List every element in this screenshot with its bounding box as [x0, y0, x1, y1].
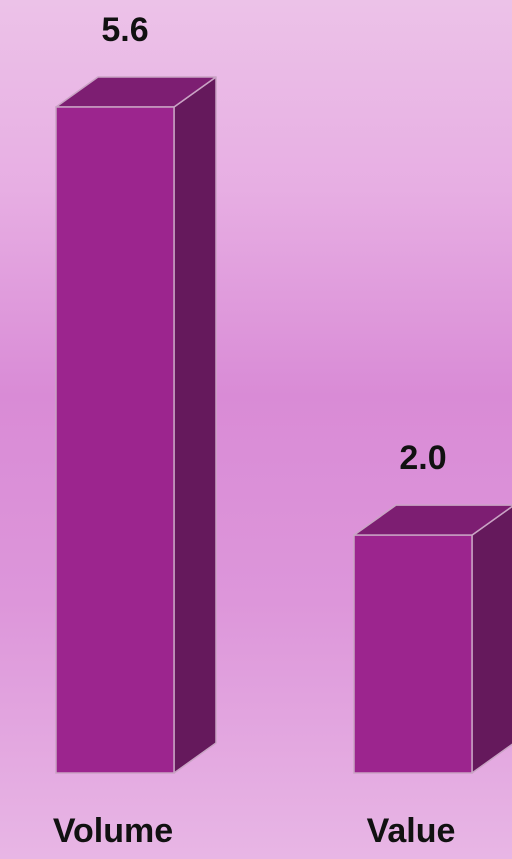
bar-value: [353, 504, 512, 774]
bar-value-front: [353, 534, 473, 774]
data-label-value: 2.0: [399, 439, 446, 477]
bars-layer: [55, 76, 512, 774]
labels-layer: 5.6 Volume 2.0 Value: [53, 11, 456, 850]
bar-volume-front: [55, 106, 175, 774]
bar-volume-side: [173, 76, 217, 774]
category-label-volume: Volume: [53, 812, 173, 850]
bar-volume: [55, 76, 217, 774]
bar-value-side: [471, 505, 512, 774]
category-label-value: Value: [367, 812, 456, 850]
data-label-volume: 5.6: [101, 11, 148, 49]
